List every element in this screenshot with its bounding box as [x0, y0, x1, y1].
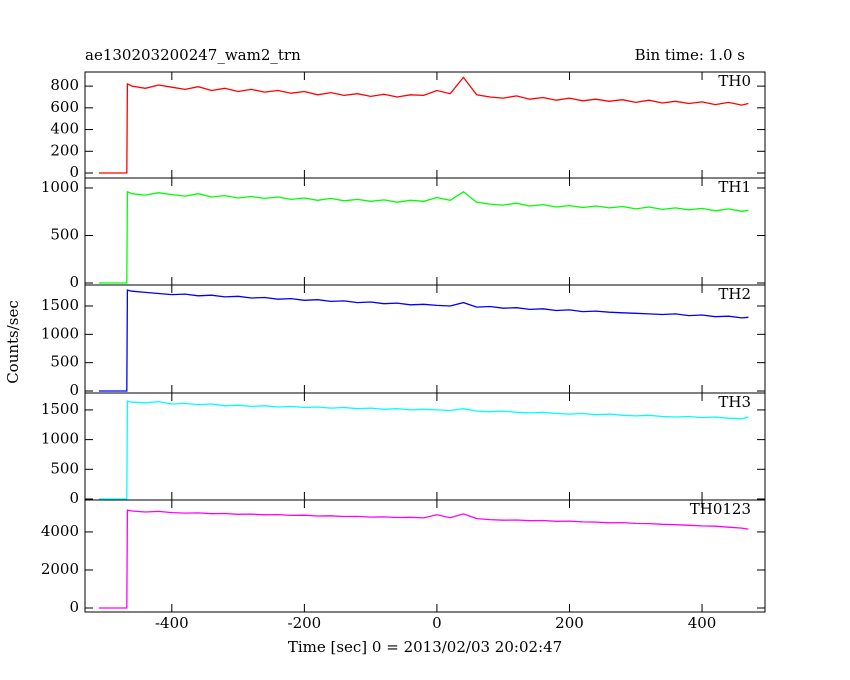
y-tick-label: 0: [69, 163, 79, 181]
y-tick-label: 600: [50, 98, 79, 116]
series-label: TH1: [718, 178, 751, 196]
x-tick-label: -400: [155, 614, 189, 632]
y-tick-label: 400: [50, 120, 79, 138]
y-tick-label: 1000: [41, 430, 79, 448]
y-tick-label: 0: [69, 381, 79, 399]
chart-title: ae130203200247_wam2_trn: [85, 46, 301, 64]
y-tick-label: 800: [50, 76, 79, 94]
plot-frame: [84, 177, 766, 286]
y-tick-label: 200: [50, 141, 79, 159]
plot-frame: [84, 499, 766, 613]
x-axis-label: Time [sec] 0 = 2013/02/03 20:02:47: [288, 638, 562, 656]
series-label: TH0123: [690, 500, 751, 518]
y-tick-label: 1500: [41, 296, 79, 314]
y-tick-label: 1000: [41, 324, 79, 342]
y-tick-label: 0: [69, 489, 79, 507]
series-label: TH0: [718, 72, 751, 90]
x-tick-label: -200: [288, 614, 322, 632]
y-tick-label: 500: [50, 225, 79, 243]
y-tick-label: 0: [69, 598, 79, 616]
plot-frame: [84, 284, 766, 394]
x-tick-label: 400: [688, 614, 717, 632]
y-tick-label: 500: [50, 353, 79, 371]
x-tick-label: 0: [432, 614, 442, 632]
series-label: TH2: [718, 285, 751, 303]
series-label: TH3: [718, 393, 751, 411]
y-tick-label: 500: [50, 459, 79, 477]
light-curve: [98, 400, 749, 500]
light-curve: [98, 509, 749, 609]
y-tick-label: 2000: [41, 560, 79, 578]
y-tick-label: 1500: [41, 400, 79, 418]
y-axis-label: Counts/sec: [4, 300, 22, 384]
light-curve: [98, 76, 749, 174]
plot-frame: [84, 71, 766, 179]
x-tick-label: 200: [555, 614, 584, 632]
y-tick-label: 4000: [41, 522, 79, 540]
y-tick-label: 1000: [41, 178, 79, 196]
light-curve: [98, 190, 749, 284]
y-tick-label: 0: [69, 273, 79, 291]
chart-subtitle: Bin time: 1.0 s: [635, 46, 745, 64]
light-curve: [98, 289, 749, 392]
